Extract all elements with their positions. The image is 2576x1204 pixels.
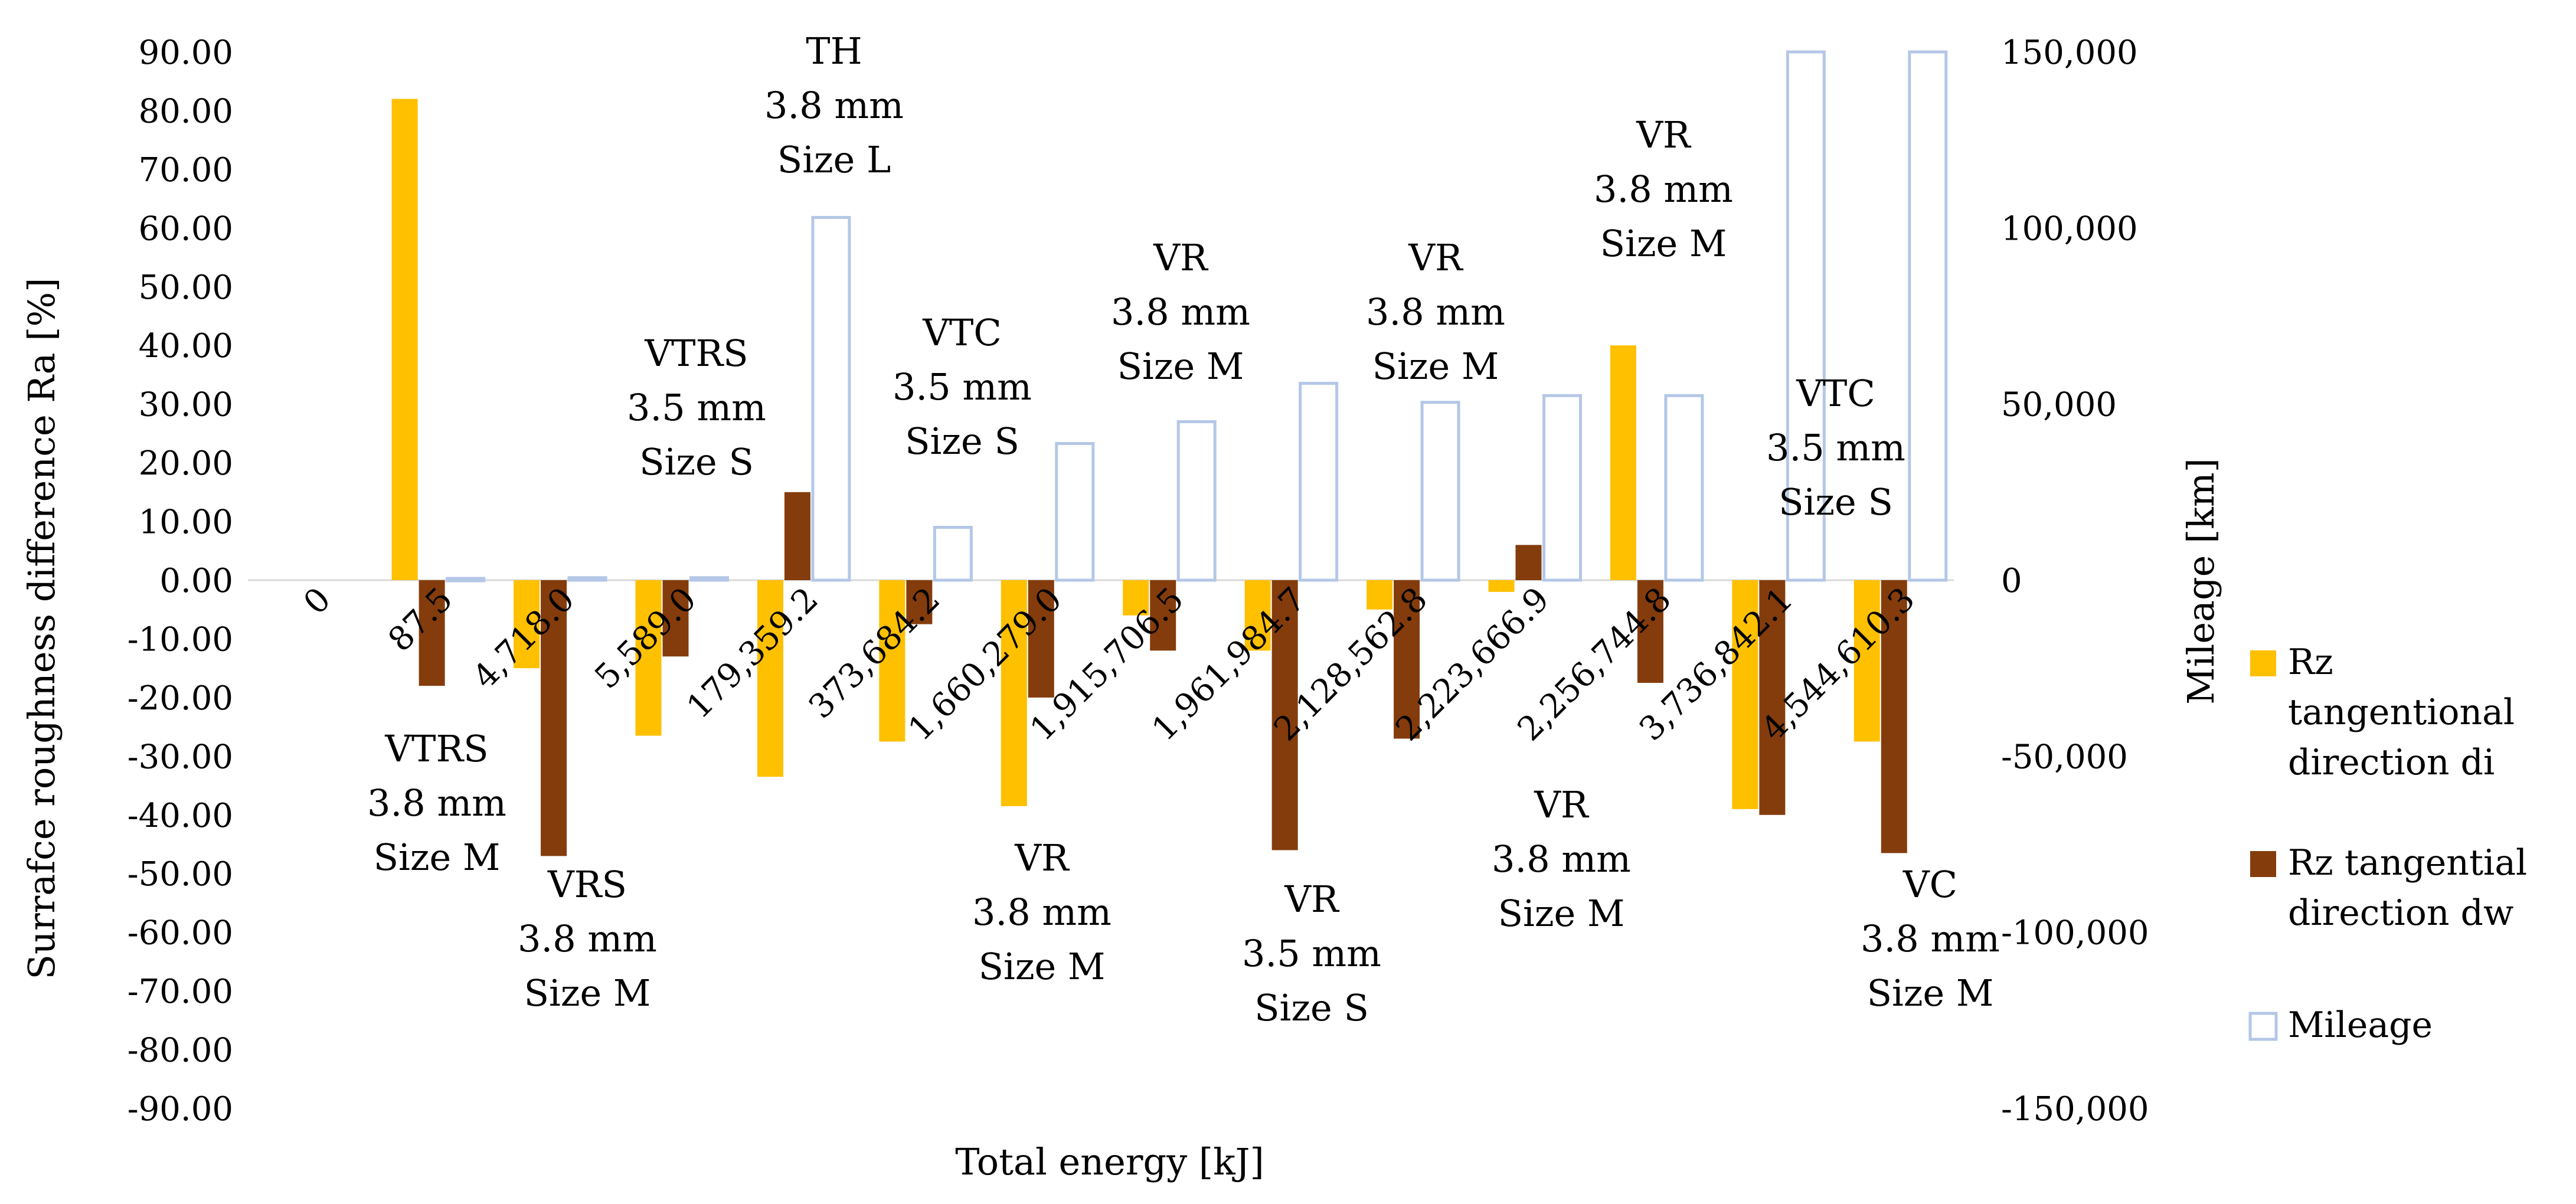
- category-label: 0: [296, 580, 338, 622]
- bar-rz-dw: [906, 580, 933, 624]
- annotation-vtc-35-a: VTC 3.5 mm Size S: [893, 311, 1032, 463]
- y-tick-label: 10.00: [139, 503, 233, 542]
- y-tick-label: -90.00: [128, 1090, 233, 1128]
- y-tick-label: 90.00: [139, 34, 233, 72]
- y-tick-label: -40.00: [128, 797, 233, 835]
- annotations: TH 3.8 mm Size L VTRS 3.5 mm Size S VTC 3.5 mm S…: [367, 30, 2000, 1029]
- bar-rz-di: [1367, 580, 1393, 610]
- bar-rz-di: [1244, 580, 1271, 651]
- y-right-tick-label: -150,000: [2001, 1090, 2149, 1128]
- bars: [391, 50, 1948, 856]
- y-right-tick-label: 150,000: [2001, 34, 2138, 72]
- y-tick-label: -50.00: [128, 855, 233, 894]
- annotation-vr-35: VR 3.5 mm Size S: [1242, 878, 1381, 1029]
- y-tick-label: 0.00: [159, 562, 233, 600]
- bar-rz-dw: [1637, 580, 1663, 683]
- bar-mileage: [1420, 401, 1460, 582]
- y-tick-label: -20.00: [128, 679, 233, 718]
- bar-rz-dw: [1271, 580, 1298, 850]
- legend-label-di: Rz tangentional direction di: [2288, 642, 2515, 783]
- annotation-vr-e: VR 3.8 mm Size M: [1492, 783, 1631, 935]
- bar-rz-di: [1853, 580, 1880, 742]
- y-tick-label: -80.00: [128, 1032, 233, 1070]
- bar-rz-dw: [541, 580, 567, 856]
- bar-rz-di: [514, 580, 540, 669]
- bar-rz-dw: [784, 492, 810, 580]
- legend-swatch-dw: [2250, 851, 2276, 877]
- left-axis-ticks: 90.00 80.00 70.00 60.00 50.00 40.00 30.00 20.00…: [128, 34, 233, 1128]
- y-axis-title: Surrafce roughness difference Ra [%]: [20, 278, 63, 980]
- category-labels: 0 87.5 4,718.0 5,589.0179,359.2373,684.21,6…: [296, 580, 1923, 748]
- y-tick-label: 50.00: [139, 269, 233, 307]
- bar-rz-dw: [1150, 580, 1176, 651]
- y-tick-label: 70.00: [139, 151, 233, 189]
- y-tick-label: 20.00: [139, 444, 233, 483]
- x-axis-title: Total energy [kJ]: [955, 1140, 1264, 1183]
- annotation-vc: VC 3.8 mm Size M: [1861, 863, 2000, 1015]
- y-right-tick-label: -50,000: [2001, 738, 2128, 776]
- annotation-vr-a: VR 3.8 mm Size M: [1111, 236, 1250, 388]
- bar-rz-di: [1732, 580, 1758, 809]
- bar-rz-dw: [1028, 580, 1054, 698]
- bar-rz-di: [1488, 580, 1515, 592]
- y-axis-right-title: Mileage [km]: [2179, 458, 2222, 705]
- y-tick-label: -60.00: [128, 914, 233, 953]
- bar-rz-dw: [1394, 580, 1420, 739]
- y-tick-label: 80.00: [139, 92, 233, 130]
- bar-rz-di: [1610, 345, 1636, 580]
- y-right-tick-label: -100,000: [2001, 914, 2149, 953]
- y-tick-label: -30.00: [128, 738, 233, 776]
- y-tick-label: 40.00: [139, 327, 233, 365]
- bar-mileage: [811, 215, 851, 582]
- bar-rz-di: [1001, 580, 1027, 806]
- annotation-vrs: VRS 3.8 mm Size M: [518, 863, 657, 1015]
- annotation-vtrs-38: VTRS 3.8 mm Size M: [367, 727, 506, 879]
- legend-swatch-di: [2250, 650, 2276, 676]
- bar-rz-dw: [662, 580, 689, 657]
- y-tick-label: 30.00: [139, 386, 233, 424]
- annotation-vr-c: VR 3.8 mm Size M: [1594, 113, 1733, 265]
- bar-mileage: [1908, 50, 1948, 582]
- bar-mileage: [1786, 50, 1826, 582]
- y-tick-label: -70.00: [128, 973, 233, 1011]
- annotation-th: TH 3.8 mm Size L: [764, 30, 904, 181]
- legend: Rz tangentional direction di Rz tangential d…: [2248, 642, 2527, 1046]
- annotation-vr-b: VR 3.8 mm Size M: [1366, 236, 1505, 388]
- bar-rz-di: [1123, 580, 1149, 616]
- bar-rz-di: [635, 580, 662, 736]
- bar-mileage: [689, 576, 729, 582]
- bar-mileage: [1055, 441, 1095, 582]
- annotation-vtc-35-b: VTC 3.5 mm Size S: [1766, 372, 1905, 524]
- bar-rz-dw: [1881, 580, 1907, 853]
- y-right-tick-label: 100,000: [2001, 210, 2138, 248]
- bar-rz-di: [879, 580, 905, 742]
- bar-mileage: [1664, 394, 1704, 582]
- bar-rz-di: [391, 99, 418, 581]
- bar-rz-dw: [1515, 545, 1542, 580]
- bar-mileage: [1176, 420, 1217, 582]
- category-label: 179,359.2: [679, 580, 825, 726]
- bar-mileage: [567, 576, 607, 582]
- bar-mileage: [1542, 394, 1582, 582]
- annotation-vtrs-35: VTRS 3.5 mm Size S: [627, 332, 766, 483]
- bar-mileage: [1299, 381, 1339, 582]
- y-right-tick-label: 0: [2001, 562, 2022, 600]
- annotation-vr-d: VR 3.8 mm Size M: [972, 836, 1112, 988]
- right-axis-ticks: 150,000 100,000 50,000 0 -50,000 -100,000 -150…: [2001, 34, 2149, 1128]
- y-right-tick-label: 50,000: [2001, 386, 2117, 424]
- legend-label-mileage: Mileage: [2288, 1005, 2433, 1046]
- y-tick-label: -10.00: [128, 620, 233, 659]
- y-tick-label: 60.00: [139, 210, 233, 248]
- bar-rz-dw: [1759, 580, 1786, 815]
- bar-mileage: [933, 526, 973, 582]
- legend-label-dw: Rz tangential direction dw: [2288, 842, 2527, 934]
- bar-mileage: [446, 577, 486, 583]
- bar-rz-dw: [419, 580, 445, 686]
- bar-rz-di: [757, 580, 783, 777]
- legend-swatch-mileage: [2248, 1012, 2278, 1041]
